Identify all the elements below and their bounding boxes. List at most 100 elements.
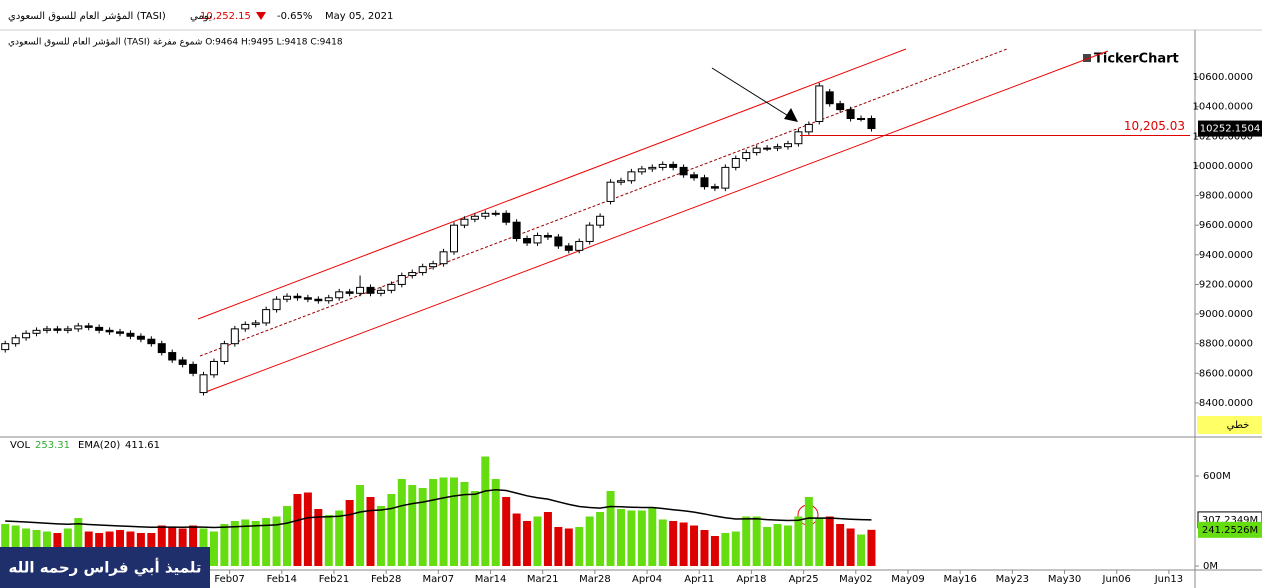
volume-bar: [731, 531, 740, 566]
candle-body: [470, 215, 479, 220]
volume-bar: [11, 525, 20, 566]
candle-body: [533, 235, 542, 244]
volume-bar: [283, 506, 292, 566]
volume-bar: [168, 527, 177, 566]
candle-body: [449, 224, 458, 253]
volume-bar: [512, 513, 521, 566]
candle-body: [95, 326, 104, 331]
volume-bar: [575, 527, 584, 566]
volume-bar: [345, 500, 354, 566]
candle-body: [752, 147, 761, 154]
volume-bar: [637, 510, 646, 566]
volume-bar: [773, 524, 782, 566]
volume-bar: [220, 524, 229, 566]
candle-body: [147, 338, 156, 345]
x-tick-label: Feb28: [371, 574, 401, 585]
candle-body: [554, 236, 563, 247]
candle-body: [356, 286, 365, 294]
candle-body: [376, 289, 385, 294]
candle-body: [658, 163, 667, 168]
y-tick-label: 9200.0000: [1199, 279, 1253, 290]
style-button-label[interactable]: خطي: [1227, 420, 1250, 431]
style-button[interactable]: [1197, 416, 1262, 434]
y-tick-label: 9600.0000: [1199, 220, 1253, 231]
x-tick-label: May02: [839, 574, 872, 585]
candle-body: [178, 359, 187, 365]
x-tick-label: Jun13: [1154, 574, 1183, 585]
volume-bar: [376, 506, 385, 566]
volume-bar: [763, 527, 772, 566]
volume-bar: [209, 531, 218, 566]
candle-body: [679, 166, 688, 176]
x-tick-label: Jun06: [1102, 574, 1131, 585]
volume-bar: [189, 525, 198, 566]
vol-last-box: [1198, 521, 1262, 538]
index-name: المؤشر العام للسوق السعودي (TASI): [8, 11, 166, 22]
ema-value: 411.61: [125, 440, 160, 451]
volume-bar: [460, 482, 469, 566]
volume-bar: [804, 497, 813, 566]
volume-bar: [387, 494, 396, 566]
channel-lower: [202, 50, 1109, 394]
candle-body: [867, 118, 876, 130]
x-tick-label: Feb21: [319, 574, 349, 585]
date: May 05, 2021: [325, 11, 393, 22]
candle-body: [669, 163, 678, 168]
candle-body: [22, 332, 31, 339]
vol-last-label: 241.2526M: [1202, 525, 1258, 536]
candle-body: [585, 224, 594, 242]
volume-bar: [606, 491, 615, 566]
x-tick-label: Apr18: [736, 574, 766, 585]
volume-bar: [272, 516, 281, 566]
watermark: تلميذ أبي فراس رحمه الله: [8, 558, 201, 577]
candle-body: [32, 329, 41, 334]
candle-body: [491, 212, 500, 215]
ema-last-label: 307.2349M: [1202, 515, 1258, 526]
candle-body: [637, 168, 646, 173]
channel-upper: [197, 48, 907, 320]
x-tick-label: May09: [891, 574, 924, 585]
volume-bar: [533, 516, 542, 566]
candle-body: [303, 297, 312, 300]
x-tick-label: Apr04: [632, 574, 662, 585]
candle-body: [575, 240, 584, 251]
candle-body: [857, 118, 866, 121]
volume-bar: [366, 497, 375, 566]
x-tick-label: Mar21: [527, 574, 559, 585]
candle-body: [606, 181, 615, 202]
candle-body: [742, 152, 751, 160]
candle-body: [126, 332, 135, 337]
volume-bar: [564, 528, 573, 566]
volume-bar: [157, 525, 166, 566]
vol-title: VOL: [10, 440, 31, 451]
down-arrow: [256, 12, 266, 20]
volume-bar: [679, 522, 688, 566]
volume-bar: [293, 494, 302, 566]
volume-bar: [418, 488, 427, 566]
y-tick-label: 10200.0000: [1193, 131, 1253, 142]
volume-bar: [783, 525, 792, 566]
volume-bar: [669, 521, 678, 566]
candle-body: [616, 180, 625, 183]
volume-bar: [481, 456, 490, 566]
candle-body: [794, 131, 803, 145]
x-tick-label: Feb14: [267, 574, 297, 585]
volume-bar: [470, 491, 479, 566]
x-tick-label: May23: [996, 574, 1029, 585]
volume-bar: [554, 527, 563, 566]
candle-body: [345, 291, 354, 294]
candle-body: [564, 245, 573, 251]
arrow-line: [711, 67, 791, 118]
candle-body: [773, 146, 782, 149]
candle-body: [366, 286, 375, 294]
period: يومي: [190, 11, 212, 22]
y-tick-label: 9000.0000: [1199, 309, 1253, 320]
candle-body: [42, 328, 51, 331]
candle-body: [272, 298, 281, 311]
volume-bar: [658, 519, 667, 566]
volume-bar: [815, 518, 824, 566]
candle-body: [11, 337, 20, 345]
candle-body: [690, 174, 699, 179]
vol-tick-label: 600M: [1203, 471, 1231, 482]
